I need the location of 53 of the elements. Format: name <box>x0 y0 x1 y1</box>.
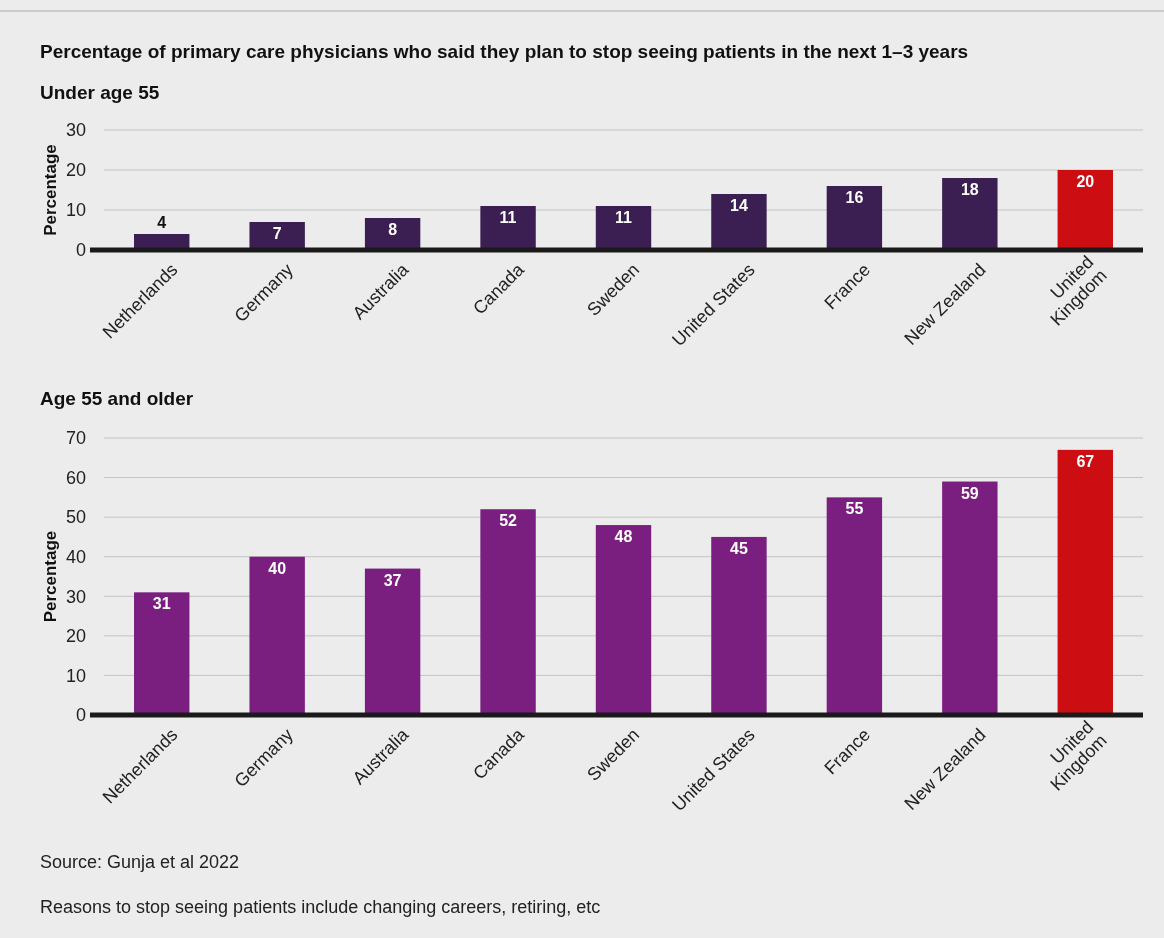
text: Reasons to stop seeing patients include changing careers, retiring, etc <box>40 897 601 917</box>
data-label: 8 <box>388 221 398 238</box>
data-label: 18 <box>960 181 979 198</box>
data-label: 45 <box>730 539 748 557</box>
data-label: 67 <box>1076 452 1095 470</box>
bar <box>595 206 652 250</box>
data-label: 7 <box>272 225 282 242</box>
data-label: 59 <box>960 484 979 502</box>
y-tick-label: 0 <box>75 240 86 261</box>
y-tick-label: 50 <box>65 507 86 528</box>
data-label: 4 <box>157 214 167 231</box>
y-axis-title: Percentage <box>41 530 60 623</box>
bar <box>249 222 305 250</box>
y-tick-label: 70 <box>65 428 86 449</box>
data-label: 16 <box>845 189 864 206</box>
y-axis-title: Percentage <box>41 144 60 236</box>
y-tick-label: 20 <box>65 626 86 647</box>
y-tick-label: 30 <box>65 586 86 607</box>
data-label: 20 <box>1076 173 1095 190</box>
data-label: 31 <box>152 595 171 613</box>
data-label: 14 <box>730 197 748 214</box>
bar <box>942 481 998 715</box>
y-tick-label: 30 <box>65 120 86 141</box>
bar <box>1057 449 1113 715</box>
data-label: 48 <box>614 528 633 546</box>
y-tick-label: 10 <box>65 665 86 686</box>
bar <box>1057 170 1113 250</box>
bar <box>826 186 883 250</box>
chart-title: Percentage of primary care physicians who said they plan to stop seeing patients in the next 1–3 years <box>40 41 969 62</box>
y-tick-label: 60 <box>65 467 86 488</box>
y-tick-label: 40 <box>65 547 86 568</box>
bar <box>249 556 305 715</box>
y-tick-label: 20 <box>65 160 86 181</box>
data-label: 40 <box>268 559 287 577</box>
bar <box>711 194 767 250</box>
data-label: 52 <box>499 512 518 530</box>
bar <box>826 497 883 715</box>
data-label: 11 <box>615 209 633 226</box>
data-label: 11 <box>499 209 517 226</box>
chart-subtitle: Under age 55 <box>40 82 160 103</box>
data-label: 37 <box>383 571 402 589</box>
y-tick-label: 10 <box>65 200 86 221</box>
bar <box>480 206 536 250</box>
chart-title: Age 55 and older <box>40 388 194 409</box>
bar <box>595 525 652 715</box>
bar <box>942 178 998 250</box>
bar <box>364 568 421 715</box>
bar <box>134 592 190 715</box>
source-note: Source: Gunja et al 2022 <box>40 852 240 872</box>
bar <box>480 509 536 715</box>
y-tick-label: 0 <box>75 705 86 726</box>
data-label: 55 <box>845 500 864 518</box>
bar <box>711 536 767 715</box>
